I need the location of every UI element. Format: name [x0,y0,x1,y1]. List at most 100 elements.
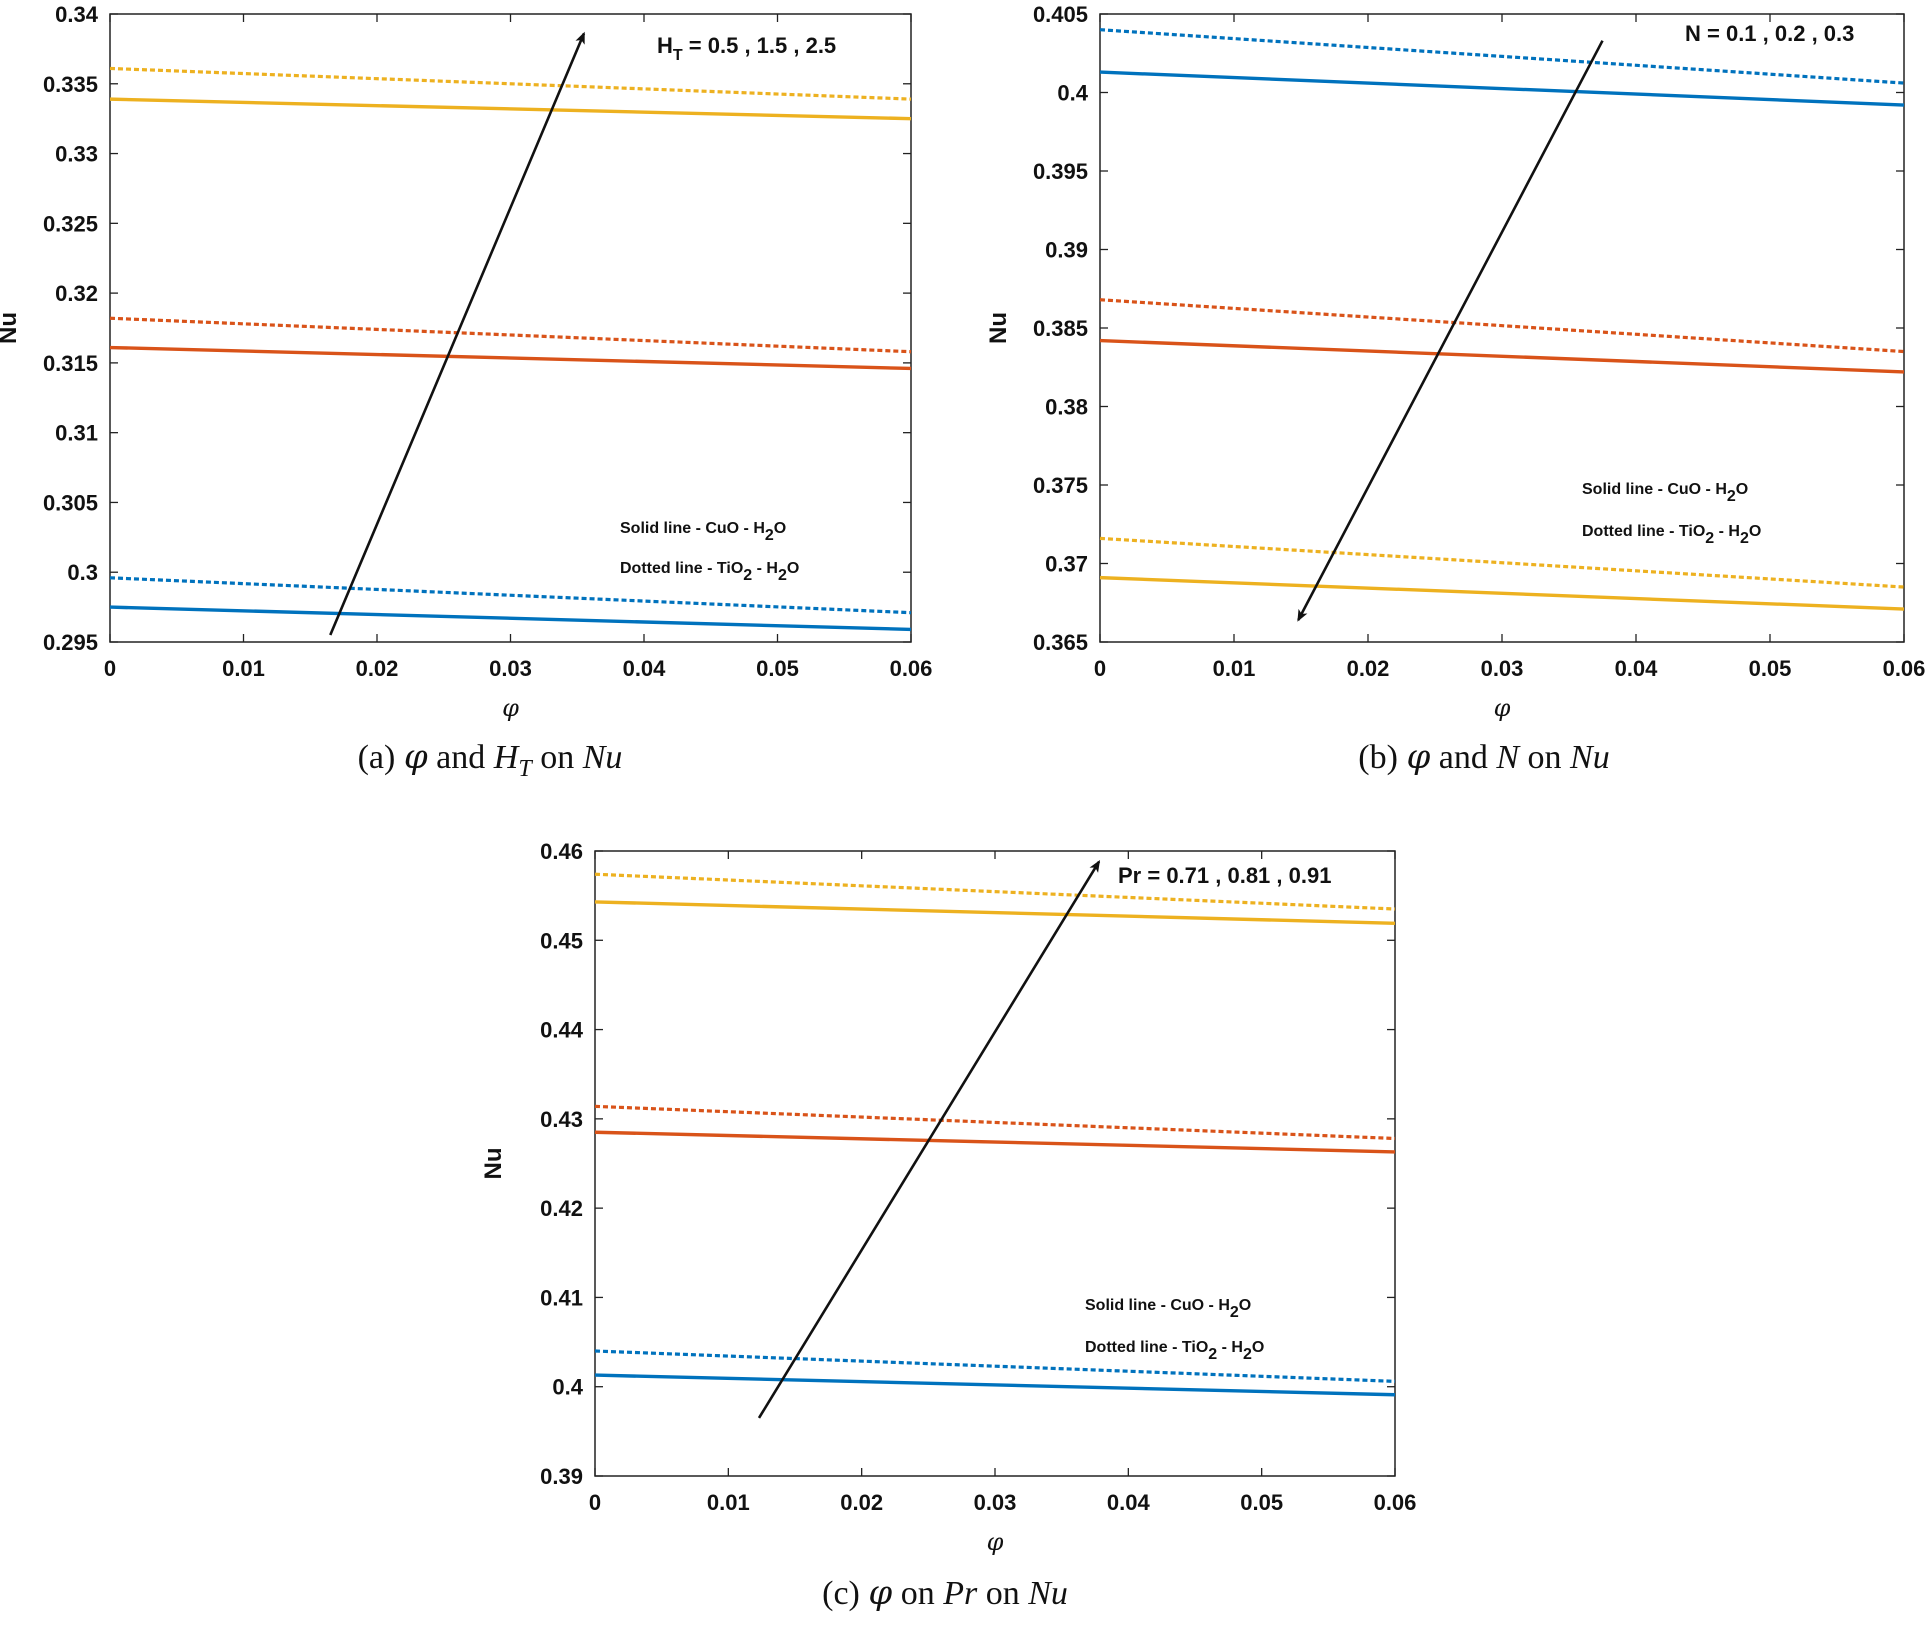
y-tick-label: 0.3 [67,560,98,585]
y-tick-label: 0.38 [1045,395,1088,420]
y-axis-label: Nu [985,312,1012,344]
series-line-yellow-solid [594,900,1396,926]
series-line-yellow-dotted [1099,536,1905,589]
legend-solid: Solid line - CuO - H2O [1085,1297,1251,1321]
axes-box [594,850,1396,1477]
y-tick-label: 0.335 [43,72,98,97]
axes-box [1099,13,1905,643]
legend-solid: Solid line - CuO - H2O [1582,481,1748,505]
y-tick-label: 0.375 [1033,473,1088,498]
y-tick-label: 0.325 [43,211,98,236]
x-tick-label: 0.05 [756,656,799,681]
x-tick-label: 0.01 [222,656,265,681]
series-line-orange-dotted [109,316,912,354]
y-tick-label: 0.4 [1057,81,1088,106]
y-tick-label: 0.315 [43,351,98,376]
parameter-annotation: N = 0.1 , 0.2 , 0.3 [1685,21,1854,46]
x-axis-label: φ [502,694,519,722]
series-line-yellow-dotted [109,66,912,101]
y-tick-label: 0.42 [540,1196,583,1221]
y-tick-label: 0.4 [552,1375,583,1400]
x-tick-label: 0.02 [356,656,399,681]
y-tick-label: 0.405 [1033,2,1088,27]
parameter-values: = 0.71 , 0.81 , 0.91 [1141,863,1331,888]
parameter-annotation: HT = 0.5 , 1.5 , 2.5 [657,33,836,64]
x-tick-label: 0 [104,656,116,681]
x-tick-label: 0.04 [1615,656,1659,681]
series-line-blue-dotted [109,576,912,615]
y-tick-label: 0.395 [1033,159,1088,184]
x-tick-label: 0 [589,1490,601,1515]
panel-c: 0 0.01 0.02 0.03 0.04 0.05 0.06 0.39 0.4 0.41 0.42… [480,839,1416,1613]
y-tick-label: 0.34 [55,2,99,27]
y-tick-label: 0.39 [540,1464,583,1489]
legend-dotted: Dotted line - TiO2 - H2O [620,560,799,584]
panel-caption: (c) φ on Pr on Nu [822,1573,1068,1613]
y-tick-label: 0.43 [540,1107,583,1132]
y-tick-label: 0.305 [43,490,98,515]
x-tick-label: 0.06 [1374,1490,1417,1515]
y-tick-label: 0.33 [55,142,98,167]
legend-solid: Solid line - CuO - H2O [620,520,786,544]
x-tick-label: 0.03 [974,1490,1017,1515]
series-line-yellow-dotted [594,872,1396,911]
series-line-orange-solid [594,1130,1396,1154]
series-line-orange-solid [1099,338,1905,374]
panel-caption: (a) φ and HT on Nu [358,737,623,782]
x-tick-label: 0.06 [890,656,933,681]
x-tick-label: 0.03 [1481,656,1524,681]
series-line-blue-solid [1099,70,1905,107]
y-tick-label: 0.385 [1033,316,1088,341]
y-tick-label: 0.44 [540,1018,584,1043]
legend-dotted: Dotted line - TiO2 - H2O [1085,1339,1264,1363]
series-line-orange-solid [109,345,912,371]
y-tick-label: 0.37 [1045,552,1088,577]
parameter-annotation: Pr = 0.71 , 0.81 , 0.91 [1118,863,1331,888]
x-tick-label: 0.02 [1347,656,1390,681]
parameter-values: = 0.5 , 1.5 , 2.5 [683,33,837,58]
series-line-orange-dotted [1099,298,1905,354]
parameter-subscript: T [673,47,683,64]
x-tick-label: 0.04 [623,656,667,681]
x-tick-label: 0.05 [1240,1490,1283,1515]
series-line-blue-dotted [594,1349,1396,1383]
series-line-yellow-solid [109,97,912,121]
y-axis-label: Nu [480,1148,507,1180]
y-tick-label: 0.39 [1045,238,1088,263]
series-line-blue-solid [109,605,912,632]
parameter-symbol: N [1685,21,1701,46]
trend-arrow [1297,40,1604,622]
series-line-orange-dotted [594,1104,1396,1141]
series-line-blue-dotted [1099,28,1905,85]
axes-box [109,13,912,643]
x-axis-label: φ [987,1528,1004,1556]
panel-b: 0 0.01 0.02 0.03 0.04 0.05 0.06 0.365 0.37 0.375 0… [985,2,1925,777]
y-axis-label: Nu [0,312,22,344]
y-tick-label: 0.32 [55,281,98,306]
x-tick-label: 0.02 [840,1490,883,1515]
series-line-yellow-solid [1099,575,1905,611]
trend-arrow [329,31,586,636]
y-tick-label: 0.45 [540,928,583,953]
panel-a: 0 0.01 0.02 0.03 0.04 0.05 0.06 0.295 0.3 0.305 0.… [0,2,932,782]
parameter-values: = 0.1 , 0.2 , 0.3 [1701,21,1855,46]
y-tick-label: 0.41 [540,1285,583,1310]
y-tick-label: 0.295 [43,630,98,655]
legend-dotted: Dotted line - TiO2 - H2O [1582,523,1761,547]
y-tick-label: 0.31 [55,421,98,446]
x-tick-label: 0.01 [707,1490,750,1515]
y-tick-label: 0.365 [1033,630,1088,655]
trend-arrow [757,860,1101,1419]
y-tick-label: 0.46 [540,839,583,864]
series-line-blue-solid [594,1373,1396,1397]
x-axis-label: φ [1494,694,1511,722]
parameter-symbol: H [657,33,673,58]
x-tick-label: 0.04 [1107,1490,1151,1515]
x-tick-label: 0 [1094,656,1106,681]
x-tick-label: 0.06 [1883,656,1926,681]
parameter-symbol: Pr [1118,863,1142,888]
x-tick-label: 0.01 [1213,656,1256,681]
x-tick-label: 0.03 [489,656,532,681]
panel-caption: (b) φ and N on Nu [1358,737,1609,777]
